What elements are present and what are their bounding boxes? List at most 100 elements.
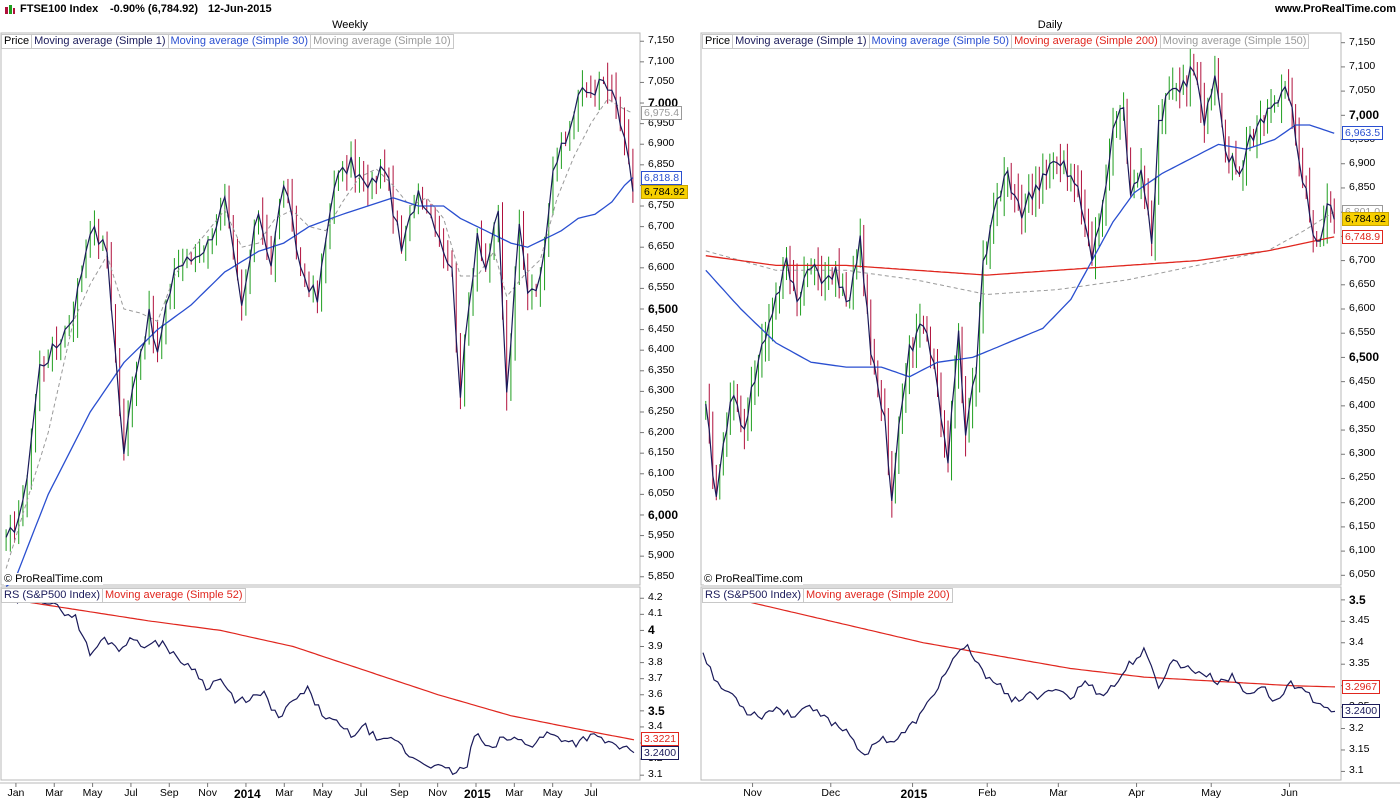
legend-sma1: Moving average (Simple 1): [31, 34, 169, 49]
rs-line: [2, 595, 635, 776]
x-tick-label: May: [82, 787, 103, 799]
y-tick-label: 3.7: [648, 671, 663, 684]
y-tick-label: 6,400: [648, 343, 675, 356]
sma50-line: [705, 124, 1335, 378]
value-tag: 6,963.5: [1342, 125, 1384, 140]
y-tick-label: 6,850: [1349, 180, 1376, 193]
x-tick-label: Mar: [275, 787, 294, 799]
x-tick-label: 2014: [233, 787, 261, 801]
sma1-line: [5, 78, 634, 538]
y-tick-label: 4.1: [648, 607, 663, 620]
y-tick-label: 3.35: [1349, 657, 1370, 670]
y-tick-label: 3.4: [648, 719, 663, 732]
panel-frame-weekly_price: [0, 32, 641, 586]
legend-rs: RS (S&P500 Index): [1, 588, 103, 603]
y-tick-label: 6,750: [648, 199, 675, 211]
legend-sma1: Moving average (Simple 1): [732, 34, 870, 49]
x-tick-label: Jul: [584, 787, 598, 799]
y-tick-label: 6,300: [1349, 447, 1376, 460]
y-tick-label: 7,050: [1349, 84, 1376, 97]
x-tick-label: Dec: [821, 787, 841, 799]
y-tick-label: 5,850: [648, 569, 675, 582]
y-tick-label: 6,100: [648, 466, 675, 479]
panel-frame-daily_rs: [700, 586, 1342, 781]
rs-ma-line: [2, 597, 635, 741]
y-tick-label: 6,200: [648, 425, 675, 438]
x-tick-label: Jan: [7, 787, 25, 799]
y-tick-label: 3.2: [1349, 721, 1364, 734]
y-tick-label: 3.6: [648, 687, 663, 700]
sma30-line: [5, 177, 634, 587]
y-tick-label: 6,200: [1349, 495, 1376, 508]
chart-date: 12-Jun-2015: [208, 3, 272, 15]
legend-rs: RS (S&P500 Index): [702, 588, 804, 603]
x-tick-label: May: [1201, 787, 1222, 799]
y-tick-label: 6,050: [648, 487, 675, 500]
x-tick-label: Nov: [198, 787, 217, 799]
site-link[interactable]: www.ProRealTime.com: [1274, 3, 1396, 15]
y-tick-label: 6,350: [1349, 423, 1376, 436]
value-tag: 6,975.4: [641, 106, 683, 121]
y-tick-label: 7,000: [1349, 108, 1380, 123]
legend-sma200: Moving average (Simple 200): [803, 588, 953, 603]
y-tick-label: 7,150: [648, 34, 675, 47]
chart-type-icon: [5, 5, 15, 14]
legend-price: Price: [702, 34, 734, 49]
x-tick-label: Jul: [124, 787, 138, 799]
y-tick-label: 3.5: [648, 703, 665, 718]
x-tick-label: May: [312, 787, 333, 799]
y-tick-label: 6,700: [648, 219, 675, 232]
y-tick-label: 6,250: [1349, 471, 1376, 484]
x-tick-label: Feb: [978, 787, 997, 799]
y-tick-label: 3.45: [1349, 614, 1370, 627]
x-tick-label: Mar: [45, 787, 64, 799]
x-tick-label: 2015: [900, 787, 928, 801]
y-tick-label: 6,150: [648, 446, 675, 459]
y-tick-label: 4.2: [648, 591, 663, 604]
y-tick-label: 6,400: [1349, 398, 1376, 411]
y-tick-label: 6,250: [648, 404, 675, 417]
y-tick-label: 6,600: [648, 260, 675, 273]
watermark-weekly: © ProRealTime.com: [4, 573, 103, 585]
legend-price: Price: [1, 34, 33, 49]
sma1-line: [705, 65, 1335, 502]
y-tick-label: 6,600: [1349, 302, 1376, 314]
y-tick-label: 3.15: [1349, 742, 1370, 755]
value-tag: 6,784.92: [641, 184, 688, 199]
y-tick-label: 7,100: [648, 54, 675, 67]
legend-sma30: Moving average (Simple 30): [167, 34, 312, 49]
daily-title: Daily: [1037, 19, 1063, 31]
legend-sma50: Moving average (Simple 50): [868, 34, 1013, 49]
y-tick-label: 6,350: [648, 363, 675, 376]
value-tag: 3.2400: [1342, 704, 1381, 719]
x-tick-label: Nov: [428, 787, 447, 799]
y-tick-label: 6,850: [648, 157, 675, 170]
x-tick-label: Jun: [1280, 787, 1298, 799]
weekly-title: Weekly: [332, 19, 368, 31]
sma200-line: [705, 236, 1335, 276]
x-tick-label: Nov: [743, 787, 762, 799]
y-tick-label: 6,450: [648, 322, 675, 335]
watermark-daily: © ProRealTime.com: [704, 573, 803, 585]
x-tick-label: May: [542, 787, 563, 799]
x-tick-label: Apr: [1128, 787, 1145, 799]
y-tick-label: 3.5: [1349, 592, 1366, 607]
value-tag: 6,748.9: [1342, 229, 1384, 244]
x-tick-label: Sep: [159, 787, 179, 799]
y-tick-label: 6,900: [1349, 156, 1376, 169]
y-tick-label: 6,700: [1349, 253, 1376, 266]
sma150-line: [705, 211, 1335, 296]
y-tick-label: 6,000: [648, 507, 679, 522]
value-tag: 6,784.92: [1342, 212, 1389, 227]
panel-frame-weekly_rs: [0, 586, 641, 781]
value-tag: 3.2400: [641, 745, 680, 760]
y-tick-label: 7,050: [648, 75, 675, 88]
legend-sma150: Moving average (Simple 150): [1159, 34, 1310, 49]
weekly-rs-legend: RS (S&P500 Index) Moving average (Simple…: [1, 588, 246, 603]
value-tag: 3.3221: [641, 732, 680, 747]
y-tick-label: 6,050: [1349, 568, 1376, 581]
y-tick-label: 6,650: [1349, 277, 1376, 290]
y-tick-label: 6,100: [1349, 544, 1376, 557]
daily-rs-legend: RS (S&P500 Index) Moving average (Simple…: [702, 588, 953, 603]
